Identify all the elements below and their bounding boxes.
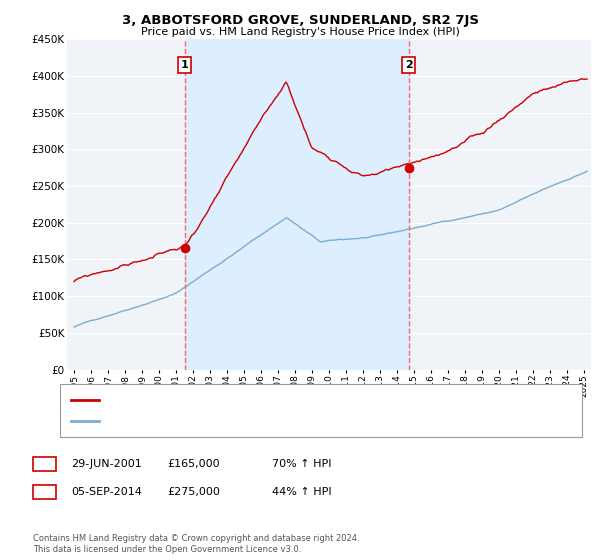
Text: Price paid vs. HM Land Registry's House Price Index (HPI): Price paid vs. HM Land Registry's House … [140,27,460,37]
Text: 05-SEP-2014: 05-SEP-2014 [71,487,142,497]
Text: 44% ↑ HPI: 44% ↑ HPI [272,487,331,497]
Text: 29-JUN-2001: 29-JUN-2001 [71,459,142,469]
Text: 1: 1 [41,459,48,469]
Text: 3, ABBOTSFORD GROVE, SUNDERLAND, SR2 7JS (detached house): 3, ABBOTSFORD GROVE, SUNDERLAND, SR2 7JS… [106,395,431,404]
Bar [185,39,409,370]
Text: Contains HM Land Registry data © Crown copyright and database right 2024.
This d: Contains HM Land Registry data © Crown c… [33,534,359,554]
Text: 2: 2 [404,60,412,70]
Text: £275,000: £275,000 [167,487,220,497]
Text: HPI: Average price, detached house, Sunderland: HPI: Average price, detached house, Sund… [106,416,343,426]
Text: 1: 1 [181,60,188,70]
Text: 2: 2 [41,487,48,497]
Text: £165,000: £165,000 [167,459,220,469]
Text: 3, ABBOTSFORD GROVE, SUNDERLAND, SR2 7JS: 3, ABBOTSFORD GROVE, SUNDERLAND, SR2 7JS [121,14,479,27]
Text: 70% ↑ HPI: 70% ↑ HPI [272,459,331,469]
